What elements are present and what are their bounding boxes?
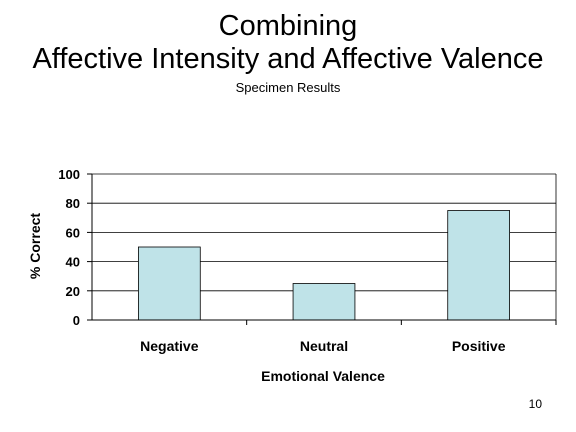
x-axis-label: Emotional Valence xyxy=(261,368,385,384)
bar-positive xyxy=(447,210,511,321)
y-tick-label: 20 xyxy=(66,284,80,299)
y-tick-label: 80 xyxy=(66,196,80,211)
bar-neutral xyxy=(292,283,356,321)
bars xyxy=(137,210,511,321)
title-line-1: Combining xyxy=(218,10,358,42)
bar-negative xyxy=(137,246,201,321)
y-tick-label: 100 xyxy=(58,167,80,182)
x-category-label: Neutral xyxy=(300,338,348,354)
y-tick-label: 60 xyxy=(66,225,80,240)
y-tick-label: 40 xyxy=(66,255,80,270)
x-category-label: Positive xyxy=(452,338,506,354)
slide-subtitle: Specimen Results xyxy=(235,80,341,95)
y-tick-label: 0 xyxy=(73,313,80,328)
axes: 0 20 40 60 80 100 Negative Neutral Positive xyxy=(58,167,557,354)
x-category-label: Negative xyxy=(140,338,199,354)
page-number: 10 xyxy=(528,397,542,411)
y-axis-label: % Correct xyxy=(27,213,43,279)
slide-title: Combining Affective Intensity and Affect… xyxy=(0,10,576,76)
title-line-2: Affective Intensity and Affective Valenc… xyxy=(32,43,544,75)
